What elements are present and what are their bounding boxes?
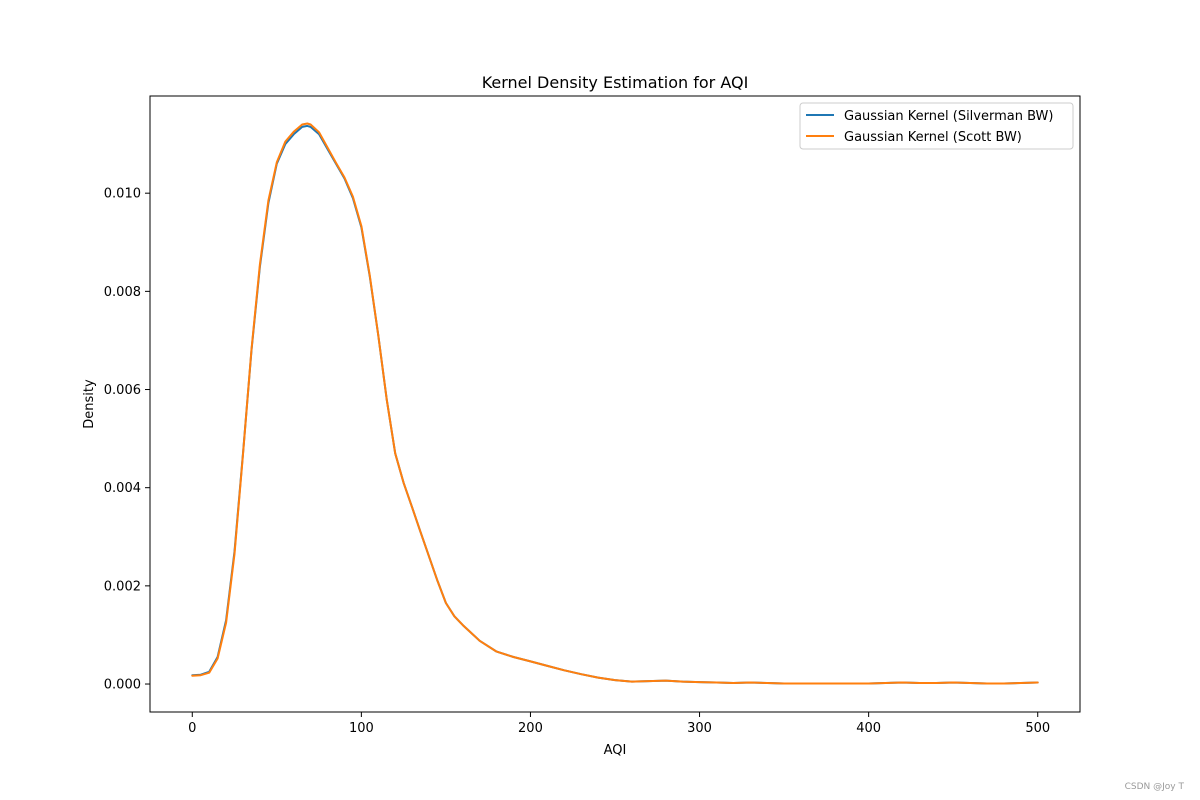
x-axis: 0 100 200 300 400 500 — [188, 712, 1050, 736]
legend: Gaussian Kernel (Silverman BW) Gaussian K… — [799, 102, 1074, 150]
x-tick-label: 400 — [856, 721, 881, 736]
y-tick-label: 0.000 — [104, 678, 141, 693]
plot-frame — [149, 95, 1081, 713]
x-tick-label: 0 — [188, 721, 196, 736]
y-tick-label: 0.004 — [104, 481, 141, 496]
y-tick-label: 0.010 — [104, 187, 141, 202]
x-tick-label: 300 — [687, 721, 712, 736]
x-tick-label: 500 — [1025, 721, 1050, 736]
legend-box — [799, 102, 1074, 150]
x-tick-label: 100 — [349, 721, 374, 736]
y-axis: 0.000 0.002 0.004 0.006 0.008 0.010 — [104, 187, 150, 693]
watermark: CSDN @Joy T — [1124, 782, 1184, 792]
y-tick-label: 0.002 — [104, 579, 141, 594]
y-axis-label: Density — [82, 379, 97, 429]
series-line-2 — [191, 122, 1039, 685]
series-lines — [191, 122, 1039, 685]
y-tick-label: 0.006 — [104, 383, 141, 398]
x-axis-label: AQI — [604, 743, 627, 758]
legend-label-1: Gaussian Kernel (Silverman BW) — [844, 109, 1054, 124]
plot-area: 0 100 200 300 400 500 0.0000.0020.0040.0060.0… — [104, 95, 1081, 736]
y-tick-label: 0.008 — [104, 285, 141, 300]
x-tick-label: 200 — [518, 721, 543, 736]
legend-label-2: Gaussian Kernel (Scott BW) — [844, 130, 1022, 145]
series-line-1 — [191, 124, 1039, 685]
chart-title: Kernel Density Estimation for AQI — [482, 73, 749, 92]
